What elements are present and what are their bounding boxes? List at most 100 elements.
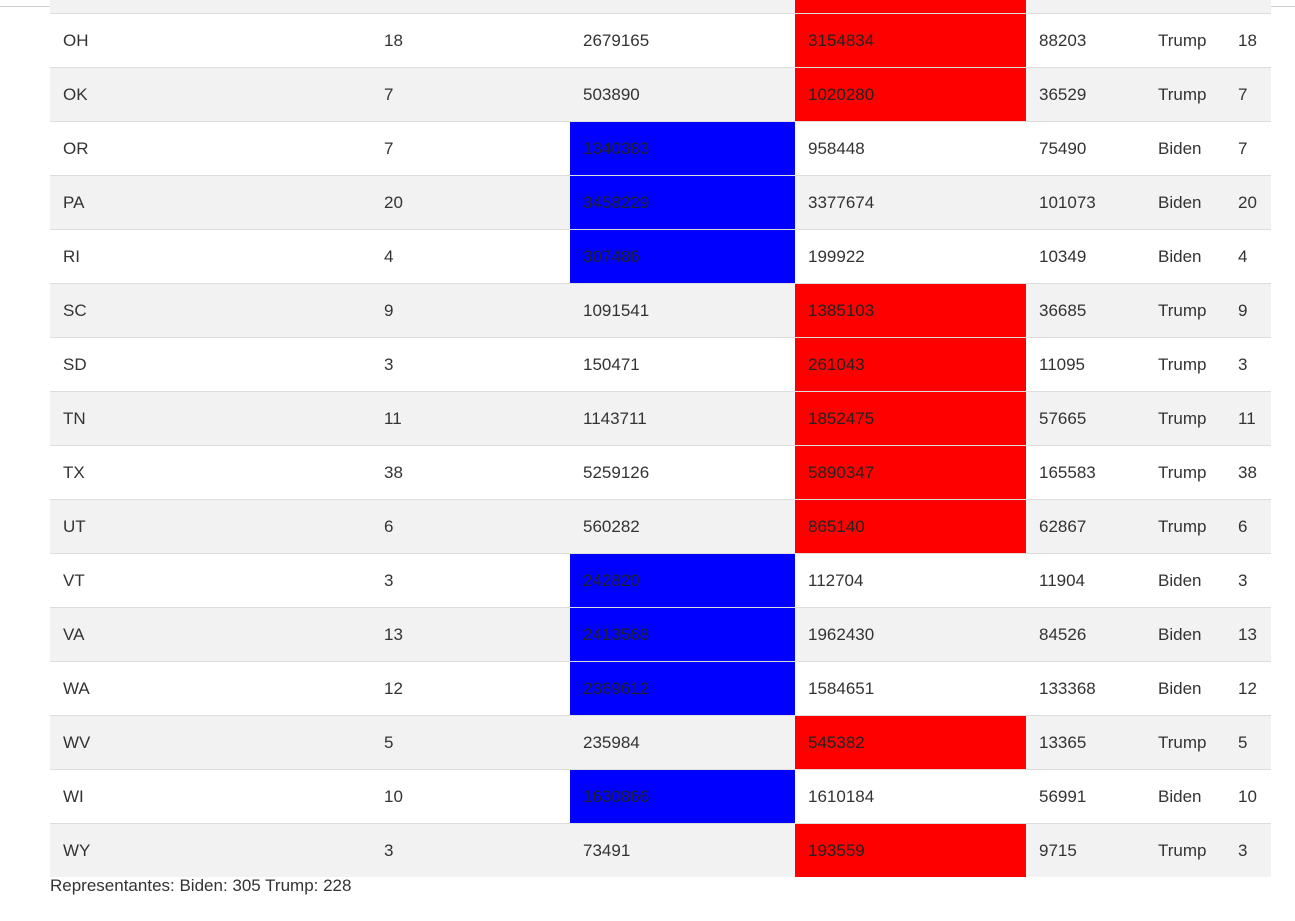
cell-state: WA	[50, 661, 371, 716]
cell-awarded: 20	[1225, 175, 1271, 230]
cell-other-votes: 56991	[1026, 769, 1145, 824]
cell-biden-votes: 242820	[570, 553, 795, 608]
cell-awarded: 3	[1225, 337, 1271, 392]
cell-biden-votes	[570, 0, 795, 14]
cell-biden-votes: 5259126	[570, 445, 795, 500]
cell-winner: Biden	[1145, 175, 1225, 230]
cell-winner: Biden	[1145, 607, 1225, 662]
cell-winner: Biden	[1145, 121, 1225, 176]
cell-biden-votes: 1340383	[570, 121, 795, 176]
cell-awarded: 3	[1225, 553, 1271, 608]
cell-awarded: 38	[1225, 445, 1271, 500]
cell-state: OH	[50, 13, 371, 68]
cell-awarded: 3	[1225, 823, 1271, 877]
cell-biden-votes: 503890	[570, 67, 795, 122]
table-row: RI 4 307486 199922 10349 Biden 4	[50, 229, 1271, 284]
table-row: TN 11 1143711 1852475 57665 Trump 11	[50, 391, 1271, 446]
cell-electoral-votes: 9	[371, 283, 570, 338]
cell-trump-votes: 1610184	[795, 769, 1026, 824]
cell-awarded: 5	[1225, 715, 1271, 770]
cell-biden-votes: 3458229	[570, 175, 795, 230]
cell-state: PA	[50, 175, 371, 230]
table-row: OK 7 503890 1020280 36529 Trump 7	[50, 67, 1271, 122]
results-table: OH 18 2679165 3154834 88203 Trump 18 OK 7 503890 1…	[50, 0, 1271, 877]
cell-trump-votes: 1962430	[795, 607, 1026, 662]
cell-awarded: 7	[1225, 67, 1271, 122]
cell-electoral-votes: 10	[371, 769, 570, 824]
cell-trump-votes: 199922	[795, 229, 1026, 284]
cell-other-votes: 133368	[1026, 661, 1145, 716]
cell-awarded: 4	[1225, 229, 1271, 284]
cell-trump-votes: 112704	[795, 553, 1026, 608]
cell-state: VA	[50, 607, 371, 662]
cell-trump-votes: 1584651	[795, 661, 1026, 716]
cell-electoral-votes: 6	[371, 499, 570, 554]
cell-awarded: 13	[1225, 607, 1271, 662]
cell-trump-votes	[795, 0, 1026, 14]
cell-winner: Trump	[1145, 13, 1225, 68]
results-table-container: OH 18 2679165 3154834 88203 Trump 18 OK 7 503890 1…	[50, 0, 1271, 877]
cell-other-votes: 84526	[1026, 607, 1145, 662]
cell-electoral-votes: 11	[371, 391, 570, 446]
cell-electoral-votes: 13	[371, 607, 570, 662]
cell-trump-votes: 1020280	[795, 67, 1026, 122]
cell-other-votes: 88203	[1026, 13, 1145, 68]
cell-biden-votes: 1091541	[570, 283, 795, 338]
cell-trump-votes: 545382	[795, 715, 1026, 770]
cell-biden-votes: 307486	[570, 229, 795, 284]
cell-winner: Biden	[1145, 769, 1225, 824]
cell-electoral-votes: 7	[371, 121, 570, 176]
cell-electoral-votes	[371, 0, 570, 14]
cell-awarded: 11	[1225, 391, 1271, 446]
cell-electoral-votes: 38	[371, 445, 570, 500]
cell-trump-votes: 193559	[795, 823, 1026, 877]
cell-state: RI	[50, 229, 371, 284]
table-row: WA 12 2369612 1584651 133368 Biden 12	[50, 661, 1271, 716]
cell-biden-votes: 560282	[570, 499, 795, 554]
cell-other-votes: 11904	[1026, 553, 1145, 608]
table-row: OR 7 1340383 958448 75490 Biden 7	[50, 121, 1271, 176]
table-row: VT 3 242820 112704 11904 Biden 3	[50, 553, 1271, 608]
cell-other-votes: 13365	[1026, 715, 1145, 770]
cell-other-votes: 10349	[1026, 229, 1145, 284]
cell-other-votes: 165583	[1026, 445, 1145, 500]
table-row: WY 3 73491 193559 9715 Trump 3	[50, 823, 1271, 877]
cell-state: VT	[50, 553, 371, 608]
cell-awarded: 12	[1225, 661, 1271, 716]
cell-winner: Biden	[1145, 553, 1225, 608]
cell-awarded	[1225, 0, 1271, 14]
table-row: PA 20 3458229 3377674 101073 Biden 20	[50, 175, 1271, 230]
table-row-partial	[50, 0, 1271, 14]
cell-awarded: 10	[1225, 769, 1271, 824]
cell-winner: Trump	[1145, 823, 1225, 877]
cell-state: WY	[50, 823, 371, 877]
cell-biden-votes: 2413568	[570, 607, 795, 662]
cell-winner	[1145, 0, 1225, 14]
cell-trump-votes: 261043	[795, 337, 1026, 392]
cell-trump-votes: 3377674	[795, 175, 1026, 230]
table-row: UT 6 560282 865140 62867 Trump 6	[50, 499, 1271, 554]
cell-winner: Trump	[1145, 499, 1225, 554]
cell-trump-votes: 3154834	[795, 13, 1026, 68]
table-row: WI 10 1630866 1610184 56991 Biden 10	[50, 769, 1271, 824]
table-row: WV 5 235984 545382 13365 Trump 5	[50, 715, 1271, 770]
cell-biden-votes: 2679165	[570, 13, 795, 68]
cell-state: SC	[50, 283, 371, 338]
cell-other-votes: 9715	[1026, 823, 1145, 877]
cell-winner: Trump	[1145, 67, 1225, 122]
cell-state: SD	[50, 337, 371, 392]
results-table-body: OH 18 2679165 3154834 88203 Trump 18 OK 7 503890 1…	[50, 0, 1271, 877]
cell-biden-votes: 73491	[570, 823, 795, 877]
cell-biden-votes: 2369612	[570, 661, 795, 716]
cell-biden-votes: 1143711	[570, 391, 795, 446]
cell-trump-votes: 1852475	[795, 391, 1026, 446]
cell-other-votes: 101073	[1026, 175, 1145, 230]
cell-electoral-votes: 20	[371, 175, 570, 230]
cell-awarded: 6	[1225, 499, 1271, 554]
cell-electoral-votes: 12	[371, 661, 570, 716]
cell-state: WV	[50, 715, 371, 770]
cell-other-votes: 36529	[1026, 67, 1145, 122]
cell-winner: Biden	[1145, 661, 1225, 716]
cell-trump-votes: 865140	[795, 499, 1026, 554]
cell-other-votes: 62867	[1026, 499, 1145, 554]
